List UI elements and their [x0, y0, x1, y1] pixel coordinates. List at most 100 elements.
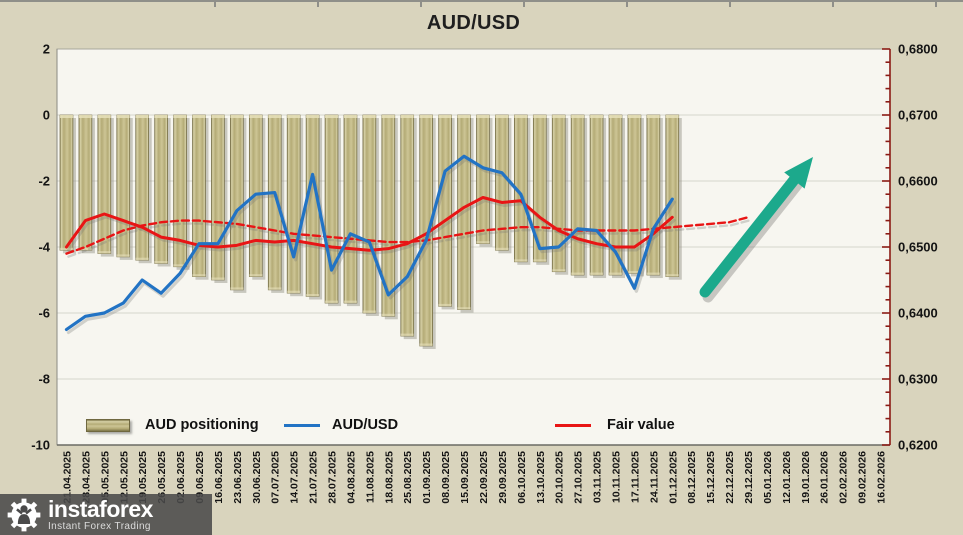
bar-bottom-bevel: [135, 257, 149, 261]
bar-top-bevel: [362, 115, 376, 118]
x-axis-date-label: 04.08.2025: [345, 451, 357, 504]
bar-top-bevel: [325, 115, 339, 118]
right-axis-tick-label: 0,6500: [898, 240, 938, 255]
x-axis-date-label: 29.09.2025: [497, 451, 509, 504]
x-axis-date-label: 10.11.2025: [610, 451, 622, 503]
positioning-bar: [589, 114, 604, 276]
bar-top-bevel: [78, 115, 92, 118]
x-axis-date-label: 19.05.2025: [137, 451, 149, 504]
x-axis-date-label: 07.07.2025: [270, 451, 282, 504]
x-axis-date-label: 09.02.2026: [857, 451, 869, 504]
positioning-bar: [400, 114, 415, 337]
left-axis-tick-label: 0: [43, 108, 50, 123]
bar-top-bevel: [154, 115, 168, 118]
bar-bottom-bevel: [268, 287, 282, 290]
x-axis-date-label: 15.12.2025: [705, 451, 717, 504]
positioning-bar: [362, 114, 377, 314]
x-axis-date-label: 12.05.2025: [118, 451, 130, 504]
positioning-bar: [343, 114, 358, 304]
x-axis-date-label: 20.10.2025: [554, 451, 566, 504]
fair-value-forecast-shadow: [67, 219, 752, 258]
bar-bottom-bevel: [419, 343, 433, 346]
instaforex-gear-icon: [7, 498, 41, 531]
bar-bottom-bevel: [514, 259, 528, 262]
trend-arrow-head: [784, 157, 813, 189]
x-axis-date-label: 27.10.2025: [573, 451, 585, 504]
x-axis-date-label: 05.05.2025: [99, 451, 111, 504]
x-axis-date-label: 28.07.2025: [327, 451, 339, 504]
right-axis-tick-label: 0,6600: [898, 174, 938, 189]
bar-top-bevel: [495, 115, 509, 118]
bar-top-bevel: [59, 115, 73, 118]
bar-top-bevel: [514, 115, 528, 118]
x-axis-date-label: 28.04.2025: [80, 451, 92, 504]
bar-bottom-bevel: [325, 300, 339, 304]
bar-bottom-bevel: [590, 272, 604, 276]
bar-top-bevel: [116, 115, 130, 118]
bar-top-bevel: [400, 115, 414, 118]
x-axis-date-label: 16.06.2025: [213, 451, 225, 504]
x-axis-date-label: 14.07.2025: [289, 451, 301, 504]
bar-bottom-bevel: [381, 313, 395, 317]
trend-arrow-shaft: [699, 174, 800, 298]
x-axis-date-label: 24.11.2025: [648, 451, 660, 503]
bar-top-bevel: [571, 115, 585, 118]
x-axis-date-label: 19.01.2026: [800, 451, 812, 504]
x-axis-date-label: 29.12.2025: [743, 451, 755, 504]
x-axis-date-label: 26.01.2026: [819, 451, 831, 504]
bar-bottom-bevel: [571, 272, 585, 276]
x-axis-date-label: 01.09.2025: [421, 451, 433, 504]
bar-top-bevel: [533, 115, 547, 118]
bar-bottom-bevel: [362, 310, 376, 313]
left-axis-tick-label: -8: [38, 372, 50, 387]
legend-item-aud-positioning: AUD positioning: [86, 414, 259, 436]
positioning-bar: [665, 114, 680, 277]
bar-bottom-bevel: [173, 264, 187, 267]
bar-bottom-bevel: [533, 259, 547, 262]
left-axis-tick-label: -10: [31, 438, 50, 453]
x-axis-date-label: 09.06.2025: [194, 451, 206, 504]
bar-top-bevel: [135, 115, 149, 118]
x-axis-date-label: 16.02.2026: [876, 451, 888, 504]
legend-item-audusd: AUD/USD: [284, 414, 398, 436]
bar-bottom-bevel: [154, 261, 168, 264]
bar-bottom-bevel: [192, 274, 206, 277]
right-axis-tick-label: 0,6200: [898, 438, 938, 453]
positioning-bar: [476, 114, 490, 244]
bar-top-bevel: [306, 115, 320, 118]
positioning-bar: [78, 114, 93, 251]
instaforex-watermark: instaforex Instant Forex Trading: [0, 494, 212, 535]
x-axis-date-label: 18.08.2025: [383, 451, 395, 504]
right-axis-tick-label: 0,6700: [898, 108, 938, 123]
bar-top-bevel: [268, 115, 282, 118]
legend-label: AUD positioning: [145, 417, 259, 433]
x-axis-date-label: 21.07.2025: [308, 451, 320, 504]
bar-bottom-bevel: [230, 287, 244, 290]
x-axis-date-label: 25.08.2025: [402, 451, 414, 504]
legend-item-fair-value: Fair value: [555, 414, 675, 436]
x-axis-date-label: 02.06.2025: [175, 451, 187, 504]
x-axis-date-label: 01.12.2025: [667, 451, 679, 504]
brand-name: instaforex: [48, 495, 153, 522]
x-axis-date-label: 12.01.2026: [781, 451, 793, 504]
left-axis-tick-label: -4: [38, 240, 50, 255]
positioning-bar: [59, 114, 74, 251]
bar-bottom-bevel: [249, 274, 263, 277]
positioning-bar: [286, 114, 301, 294]
right-axis-tick-label: 0,6800: [898, 42, 938, 57]
bar-bottom-bevel: [646, 272, 660, 276]
bar-bottom-bevel: [306, 294, 320, 297]
bar-top-bevel: [590, 115, 604, 118]
x-axis-date-label: 03.11.2025: [592, 451, 604, 503]
audusd-line: [64, 154, 674, 332]
bar-top-bevel: [381, 115, 395, 118]
left-axis-tick-label: 2: [43, 42, 50, 57]
x-axis-date-label: 26.05.2025: [156, 451, 168, 504]
watermark-text: instaforex Instant Forex Trading: [48, 495, 153, 532]
chart-title: AUD/USD: [426, 12, 521, 34]
positioning-bar: [135, 114, 149, 261]
bar-bottom-bevel: [438, 303, 452, 307]
x-axis-date-label: 21.04.2025: [61, 451, 73, 504]
x-axis-date-label: 13.10.2025: [535, 451, 547, 504]
right-axis-tick-label: 0,6300: [898, 372, 938, 387]
